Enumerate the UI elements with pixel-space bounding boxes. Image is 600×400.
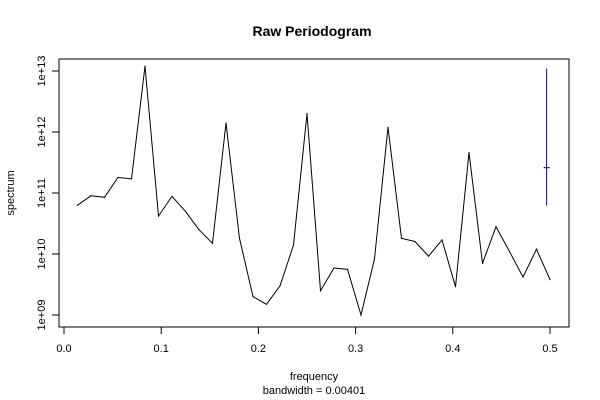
spectrum-point — [441, 239, 443, 241]
spectrum-point — [549, 279, 551, 281]
y-tick-label: 1e+10 — [36, 239, 48, 270]
spectrum-point — [306, 113, 308, 115]
spectrum-point — [508, 250, 511, 253]
spectrum-series-line — [77, 66, 551, 317]
spectrum-point — [360, 314, 362, 316]
x-tick-label: 0.3 — [348, 343, 363, 355]
spectrum-point — [198, 229, 200, 231]
spectrum-point — [481, 262, 484, 265]
spectrum-point — [76, 204, 79, 206]
chart-title: Raw Periodogram — [252, 23, 371, 39]
spectrum-point — [184, 210, 187, 212]
spectrum-point — [292, 244, 295, 246]
spectrum-point — [414, 240, 416, 243]
y-tick-label: 1e+11 — [36, 178, 48, 208]
x-tick-label: 0.0 — [56, 343, 71, 355]
spectrum-point — [454, 286, 457, 288]
spectrum-point — [130, 178, 133, 180]
spectrum-point — [225, 122, 227, 124]
spectrum-point — [279, 285, 281, 287]
y-axis: 1e+09 1e+10 1e+11 1e+12 1e+13 — [36, 56, 60, 331]
plot-area — [76, 65, 551, 317]
spectrum-point — [319, 290, 322, 292]
spectrum-point — [265, 303, 268, 305]
x-tick-label: 0.4 — [445, 343, 460, 355]
x-axis-label: frequency — [290, 371, 339, 383]
y-tick-label: 1e+12 — [36, 117, 48, 148]
y-axis-label: spectrum — [5, 170, 17, 215]
spectrum-point — [211, 242, 214, 244]
spectrum-point — [117, 176, 119, 179]
x-tick-label: 0.1 — [154, 343, 169, 355]
spectrum-point — [252, 296, 254, 298]
y-tick-label: 1e+13 — [36, 56, 48, 87]
x-tick-label: 0.2 — [251, 343, 266, 355]
spectrum-point — [373, 258, 376, 260]
x-axis-sublabel: bandwidth = 0.00401 — [263, 385, 365, 397]
spectrum-point — [144, 65, 146, 67]
spectrum-point — [103, 196, 106, 198]
spectrum-point — [427, 255, 430, 257]
spectrum-point — [495, 226, 497, 228]
spectrum-point — [400, 237, 403, 240]
spectrum-point — [157, 215, 160, 217]
y-tick-label: 1e+09 — [36, 300, 48, 331]
spectrum-point — [90, 195, 92, 197]
x-tick-label: 0.5 — [542, 343, 557, 355]
spectrum-point — [238, 237, 241, 240]
spectrum-point — [535, 248, 538, 250]
x-axis: 0.0 0.1 0.2 0.3 0.4 0.5 — [56, 326, 558, 355]
spectrum-point — [333, 267, 335, 269]
plot-frame — [58, 58, 570, 328]
spectrum-point — [522, 276, 524, 278]
spectrum-point — [346, 268, 349, 270]
spectrum-point — [171, 195, 173, 197]
spectrum-point — [468, 151, 470, 154]
spectrum-point — [387, 126, 389, 128]
